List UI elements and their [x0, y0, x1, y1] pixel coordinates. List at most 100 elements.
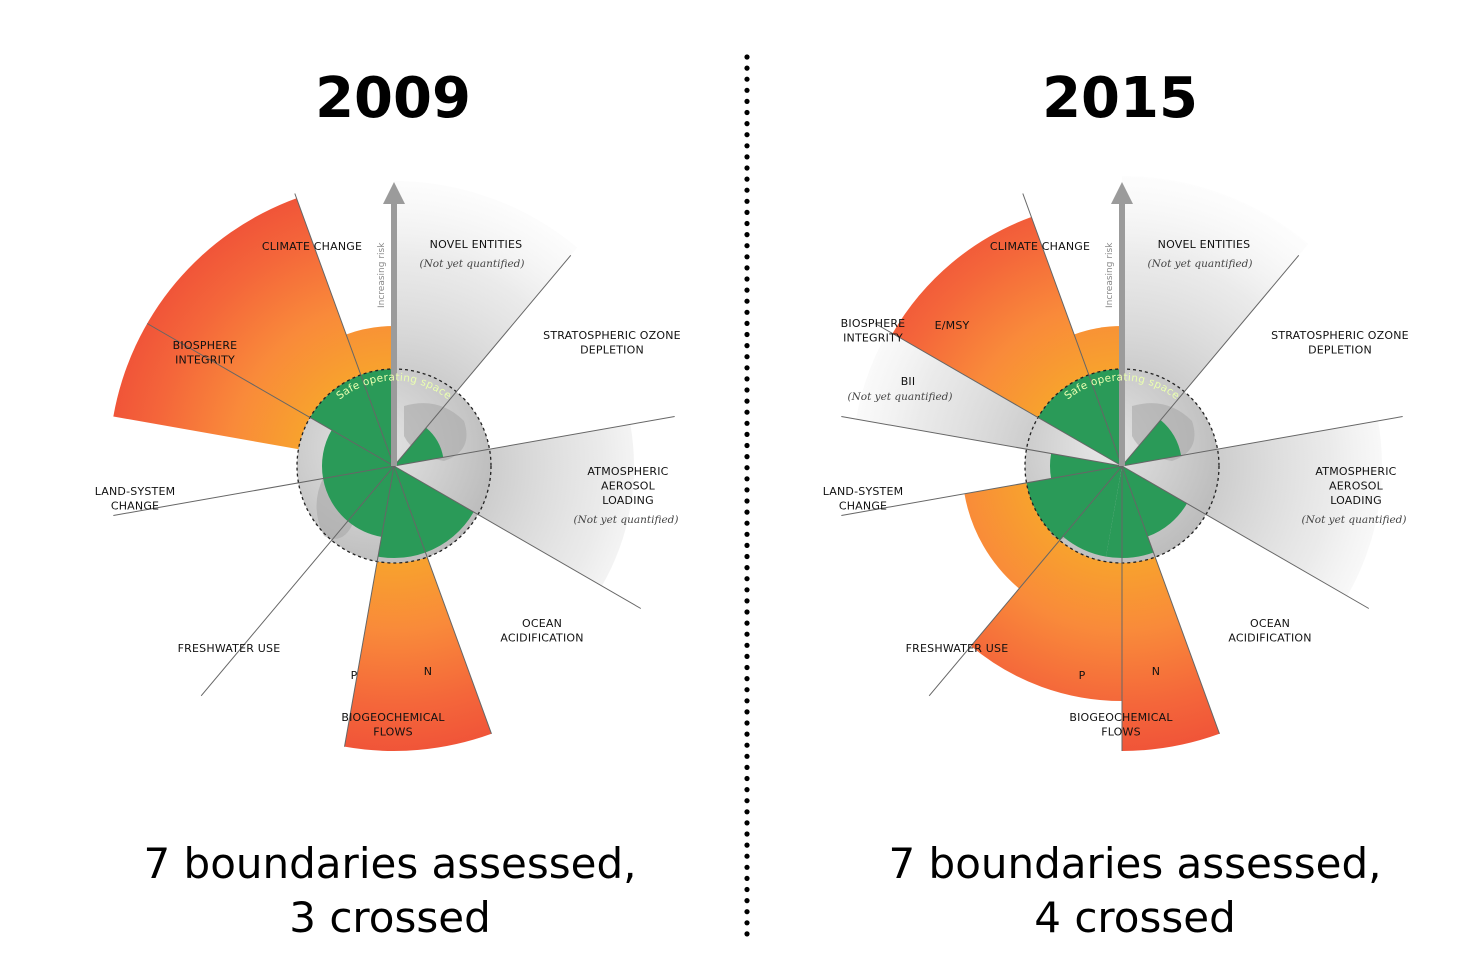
novel-entities-note: (Not yet quantified)	[1148, 258, 1253, 270]
divider-dot	[744, 309, 750, 315]
land-system-change-label: LAND-SYSTEM CHANGE	[823, 485, 904, 513]
divider-dot	[744, 609, 750, 615]
divider-dot	[744, 398, 750, 404]
divider-dot	[744, 620, 750, 626]
divider-dot	[744, 154, 750, 160]
divider-dot	[744, 676, 750, 682]
wedge-divider-line	[841, 465, 1123, 516]
divider-dot	[744, 687, 750, 693]
phosphorus-label: P	[351, 669, 358, 682]
divider-dot	[744, 465, 750, 471]
aerosol-note: (Not yet quantified)	[574, 514, 679, 526]
divider-dot	[744, 209, 750, 215]
divider-dot	[744, 720, 750, 726]
divider-dot	[744, 287, 750, 293]
year-title: 2015	[1042, 66, 1198, 131]
divider-dot	[744, 820, 750, 826]
nitrogen-wedge	[344, 466, 492, 751]
safe-zone-segment	[1122, 420, 1182, 466]
safe-zone-segment	[1026, 466, 1122, 541]
divider-dot	[744, 853, 750, 859]
divider-dot	[744, 553, 750, 560]
divider-dot	[744, 454, 750, 460]
divider-dot	[744, 165, 750, 171]
divider-dot	[744, 787, 750, 793]
divider-dot	[744, 875, 750, 882]
divider-dot	[744, 232, 750, 238]
year-title: 2009	[315, 66, 471, 131]
wedge-divider-line	[393, 465, 492, 734]
safe-zone-segment	[1062, 466, 1122, 557]
emsy-label: E/MSY	[935, 319, 970, 332]
divider-dot	[744, 298, 750, 304]
novel-entities-label: NOVEL ENTITIES	[1158, 238, 1251, 251]
safe-zone-segment	[322, 430, 394, 479]
biogeochemical-flows-label: BIOGEOCHEMICAL FLOWS	[1069, 711, 1173, 739]
divider-dot	[744, 187, 750, 193]
freshwater-use-label: FRESHWATER USE	[178, 642, 281, 655]
wedge-divider-line	[928, 465, 1123, 697]
divider-dot	[744, 509, 750, 515]
divider-dot	[744, 531, 750, 537]
wedge-divider-line	[1121, 465, 1220, 734]
divider-dot	[744, 220, 750, 227]
climate-change-label: CLIMATE CHANGE	[990, 240, 1090, 253]
stratospheric-ozone-label: STRATOSPHERIC OZONE DEPLETION	[1271, 329, 1409, 357]
stratospheric-ozone-label: STRATOSPHERIC OZONE DEPLETION	[543, 329, 681, 357]
increasing-risk-label: Increasing risk	[377, 242, 387, 308]
bii-note: (Not yet quantified)	[848, 391, 953, 403]
wedge-divider-line	[1121, 255, 1300, 467]
divider-dot	[744, 409, 750, 415]
divider-dot	[744, 98, 750, 104]
climate-change-label: CLIMATE CHANGE	[262, 240, 362, 253]
novel-entities-label: NOVEL ENTITIES	[430, 238, 523, 251]
safe-zone-segment	[1106, 466, 1154, 558]
divider-dot	[744, 753, 750, 759]
divider-dot	[744, 775, 750, 782]
nitrogen-label: N	[1152, 665, 1160, 678]
wedge-divider-line	[393, 465, 642, 609]
biosphere-integrity-label: BIOSPHERE INTEGRITY	[173, 339, 238, 367]
divider-dot	[744, 764, 750, 771]
summary-line-2: 3 crossed	[289, 893, 490, 942]
divider-dot	[744, 442, 750, 449]
divider-dot	[744, 642, 750, 648]
dotted-divider	[744, 54, 750, 937]
safe-zone-segment	[1037, 374, 1122, 466]
wedge-divider-line	[841, 416, 1123, 467]
divider-dot	[744, 886, 750, 893]
aerosol-note: (Not yet quantified)	[1302, 514, 1407, 526]
novel-entities-note: (Not yet quantified)	[420, 258, 525, 270]
summary-line-1: 7 boundaries assessed,	[143, 839, 636, 888]
wedge-divider-line	[393, 255, 572, 467]
divider-dot	[744, 431, 750, 437]
bii-label: BII	[901, 375, 916, 388]
divider-dot	[744, 132, 750, 138]
divider-dot	[744, 520, 750, 526]
divider-dot	[744, 198, 750, 204]
safe-zone-segment	[1088, 369, 1122, 466]
divider-dot	[744, 476, 750, 482]
divider-dot	[744, 265, 750, 271]
divider-dot	[744, 798, 750, 804]
safe-zone-segment	[394, 466, 474, 553]
divider-dot	[744, 565, 750, 571]
divider-dot	[744, 354, 750, 360]
wedge-divider-line	[113, 465, 395, 516]
divider-dot	[744, 176, 750, 182]
wedge-divider-line	[874, 323, 1123, 467]
divider-dot	[744, 709, 750, 715]
divider-dot	[744, 731, 750, 737]
divider-dot	[744, 420, 750, 426]
divider-dot	[744, 487, 750, 493]
wedge-divider-line	[1022, 193, 1123, 467]
divider-dot	[744, 864, 750, 870]
phosphorus-label: P	[1079, 669, 1086, 682]
divider-dot	[744, 243, 750, 249]
safe-zone-segment	[323, 466, 394, 522]
divider-dot	[744, 343, 750, 349]
